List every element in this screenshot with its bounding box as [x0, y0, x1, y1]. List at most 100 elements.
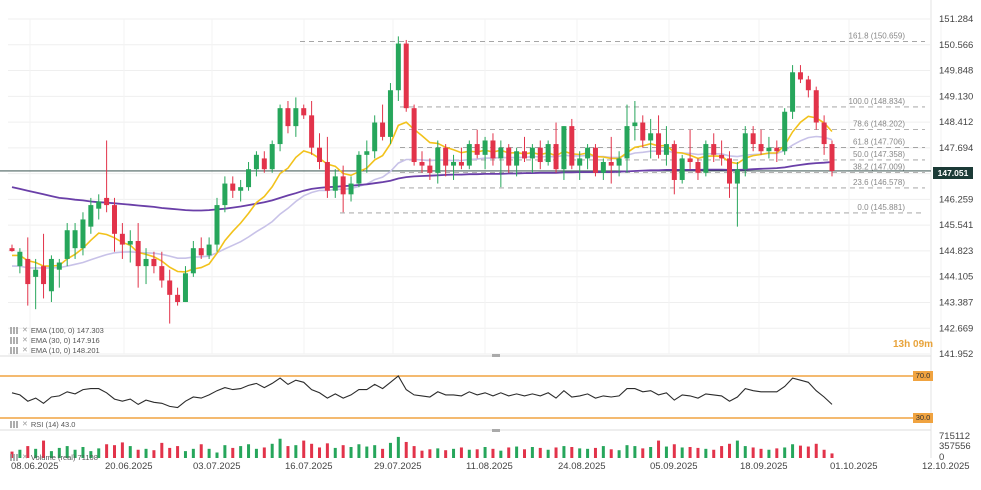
candle-body	[277, 108, 283, 145]
volume-tick-label: 715112	[939, 431, 970, 442]
settings-icon[interactable]	[10, 454, 19, 461]
volume-bar	[672, 444, 676, 458]
volume-bar	[294, 445, 298, 458]
volume-bar	[696, 447, 700, 458]
volume-bar	[113, 445, 116, 458]
volume-bar	[562, 446, 566, 458]
volume-bar	[420, 450, 424, 458]
volume-bar	[735, 440, 739, 458]
fib-level-label: 161.8 (150.659)	[849, 31, 906, 40]
candle-body	[687, 158, 693, 163]
date-axis: 08.06.2025 20.06.2025 03.07.2025 16.07.2025…	[11, 461, 970, 472]
grid	[0, 0, 942, 458]
candle-body	[529, 147, 535, 159]
candle-body	[553, 144, 559, 170]
volume-bar	[136, 449, 140, 458]
volume-bar	[775, 448, 779, 458]
volume-bar	[325, 443, 329, 458]
volume-bar	[728, 443, 731, 458]
price-tick-label: 149.130	[939, 91, 973, 102]
volume-bar	[546, 449, 550, 458]
candle-body	[198, 248, 204, 256]
volume-bar	[396, 436, 400, 458]
volume-bar	[523, 449, 526, 458]
date-tick-label: 08.06.2025	[11, 461, 59, 472]
close-icon[interactable]: ✕	[22, 337, 28, 344]
price-tick-label: 148.412	[939, 117, 973, 128]
volume-bar	[65, 446, 69, 458]
candle-body	[340, 176, 346, 195]
candle-body	[143, 258, 149, 267]
candle-body	[711, 144, 717, 155]
volume-bar	[444, 450, 448, 458]
volume-bar	[570, 447, 574, 458]
candle-body	[64, 230, 70, 259]
legend-ema100[interactable]: ✕ EMA (100, 0) 147.303	[10, 326, 104, 335]
volume-bar	[609, 449, 613, 458]
ema100-line	[11, 161, 833, 212]
volume-bar	[743, 446, 747, 458]
candle-body	[514, 151, 520, 166]
close-icon[interactable]: ✕	[22, 454, 28, 461]
rsi-line	[11, 375, 833, 409]
settings-icon[interactable]	[10, 347, 19, 354]
settings-icon[interactable]	[10, 337, 19, 344]
volume-bar	[633, 446, 637, 458]
legend-rsi[interactable]: ✕ RSI (14) 43.0	[10, 420, 75, 429]
legend-ema30-label: EMA (30, 0) 147.916	[30, 336, 100, 345]
candle-body	[443, 147, 449, 166]
date-tick-label: 18.09.2025	[740, 461, 788, 472]
volume-tick-label: 0	[939, 452, 944, 463]
volume-bar	[73, 449, 77, 458]
candle-body	[25, 258, 31, 285]
close-icon[interactable]: ✕	[22, 327, 28, 334]
volume-bar	[215, 452, 219, 458]
candle-body	[742, 133, 748, 170]
candle-body	[427, 165, 433, 173]
fib-level-label: 78.6 (148.202)	[853, 120, 905, 129]
legend-volume[interactable]: ✕ Volume (real) 71108	[10, 453, 98, 462]
candle-body	[600, 162, 606, 173]
settings-icon[interactable]	[10, 327, 19, 334]
legend-ema30[interactable]: ✕ EMA (30, 0) 147.916	[10, 336, 100, 345]
volume-bar	[499, 450, 503, 458]
volume-bar	[97, 448, 101, 458]
resize-handle	[492, 354, 500, 357]
candle-body	[458, 162, 464, 166]
volume-bar	[26, 446, 30, 458]
candle-body	[104, 197, 110, 206]
volume-bar	[791, 444, 795, 458]
legend-ema10[interactable]: ✕ EMA (10, 0) 148.201	[10, 346, 100, 355]
candle-body	[435, 147, 441, 173]
settings-icon[interactable]	[10, 421, 19, 428]
fib-level-label: 100.0 (148.834)	[849, 97, 906, 106]
volume-bar	[412, 446, 416, 458]
candle-body	[348, 183, 354, 195]
date-tick-label: 16.07.2025	[285, 461, 333, 472]
candle-body	[206, 244, 212, 256]
price-tick-label: 144.823	[939, 246, 973, 257]
volume-bar	[18, 449, 22, 458]
candle-body	[175, 294, 181, 303]
volume-bar	[176, 446, 180, 458]
candle-body	[498, 147, 504, 159]
candle-body	[663, 144, 669, 155]
volume-bar	[822, 449, 826, 458]
candle-body	[522, 151, 527, 159]
volume-bar	[515, 446, 519, 458]
price-tick-label: 147.694	[939, 143, 973, 154]
volume-bar	[530, 447, 534, 458]
volume-tick-label: 357556	[939, 441, 971, 452]
candle-body	[88, 205, 94, 227]
volume-bar	[704, 448, 708, 458]
close-icon[interactable]: ✕	[22, 421, 28, 428]
candle-body	[253, 154, 259, 170]
volume-bar	[310, 443, 314, 458]
volume-bar	[475, 449, 479, 458]
candle-body	[805, 79, 811, 91]
candle-body	[451, 162, 457, 166]
close-icon[interactable]: ✕	[22, 347, 28, 354]
volume-bar	[81, 447, 85, 458]
price-tick-label: 146.259	[939, 194, 973, 205]
